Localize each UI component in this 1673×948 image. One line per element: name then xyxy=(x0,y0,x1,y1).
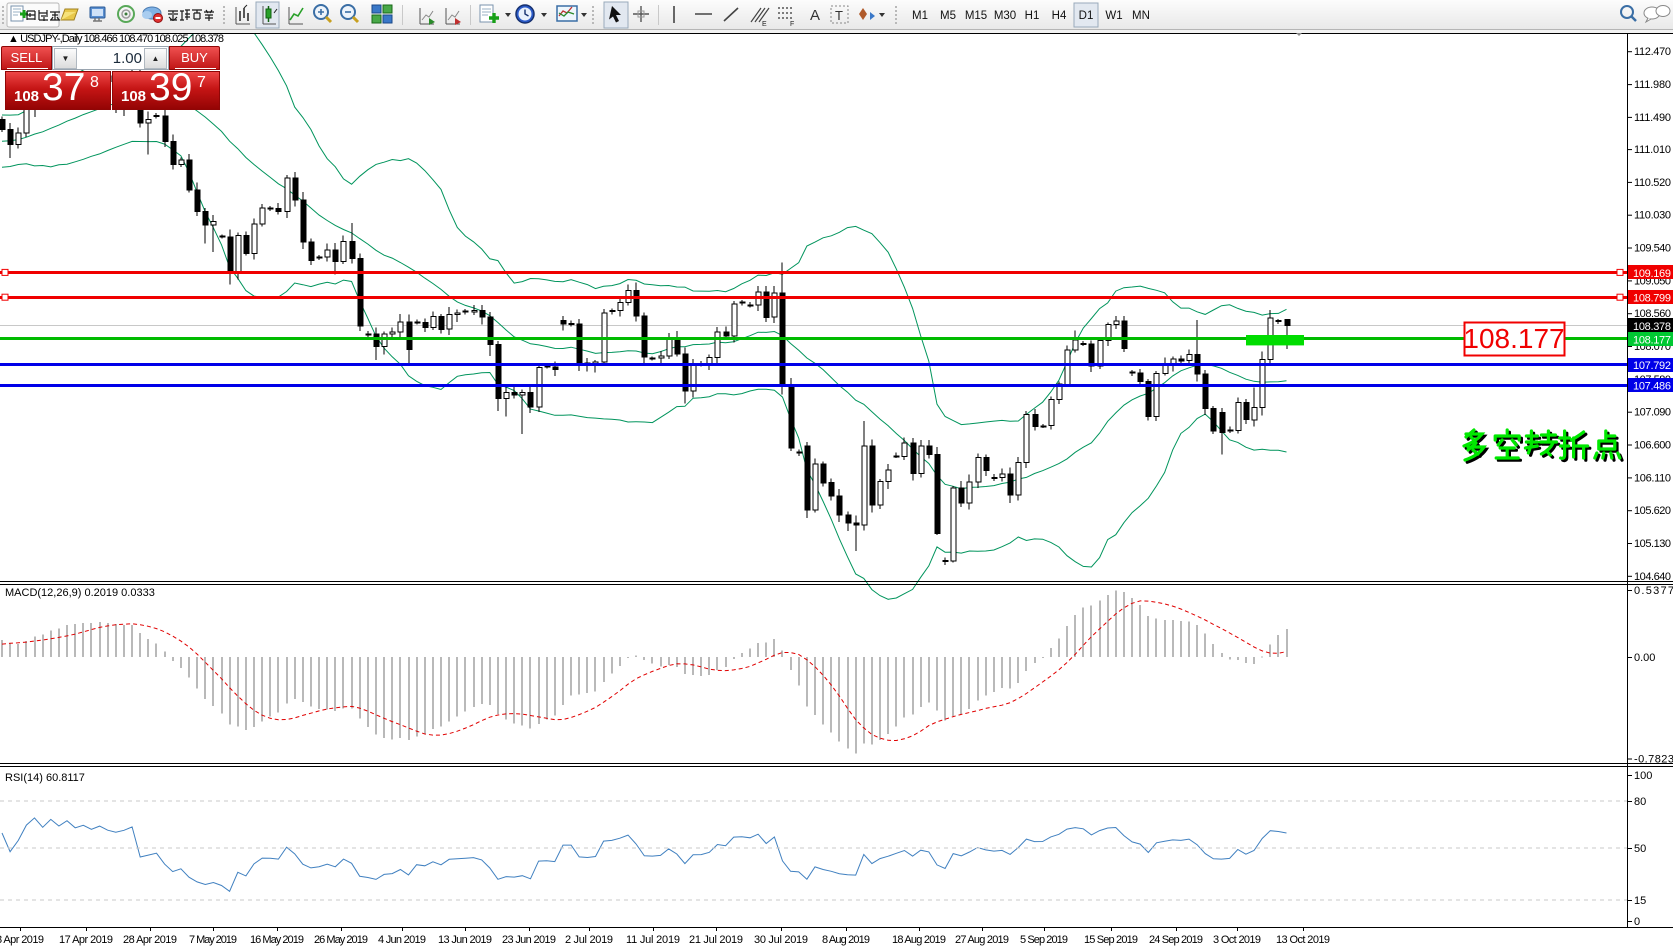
svg-text:11 Jul 2019: 11 Jul 2019 xyxy=(626,934,680,946)
svg-text:3 Oct 2019: 3 Oct 2019 xyxy=(1213,934,1261,946)
svg-text:13 Jun 2019: 13 Jun 2019 xyxy=(438,934,492,946)
svg-text:A: A xyxy=(810,7,820,24)
svg-text:50: 50 xyxy=(1634,843,1646,855)
svg-text:106.600: 106.600 xyxy=(1634,440,1671,452)
svg-text:RSI(14) 60.8117: RSI(14) 60.8117 xyxy=(5,772,85,784)
svg-text:108.799: 108.799 xyxy=(1633,293,1671,305)
svg-text:15: 15 xyxy=(1634,895,1646,907)
svg-text:M15: M15 xyxy=(965,10,987,22)
svg-text:107.090: 107.090 xyxy=(1634,407,1671,419)
svg-text:0.00: 0.00 xyxy=(1634,652,1655,664)
svg-text:D1: D1 xyxy=(1079,10,1094,22)
svg-text:17 Apr 2019: 17 Apr 2019 xyxy=(59,934,113,946)
svg-text:0.5377: 0.5377 xyxy=(1634,585,1673,597)
svg-text:H4: H4 xyxy=(1052,10,1067,22)
svg-text:28 Apr 2019: 28 Apr 2019 xyxy=(123,934,177,946)
svg-text:4 Jun 2019: 4 Jun 2019 xyxy=(378,934,426,946)
svg-text:F: F xyxy=(790,21,794,28)
svg-text:MACD(12,26,9) 0.2019 0.0333: MACD(12,26,9) 0.2019 0.0333 xyxy=(5,587,155,599)
svg-text:▲ USDJPY-,Daily 108.466 108.4: ▲ USDJPY-,Daily 108.466 108.470 108.025 … xyxy=(8,33,224,45)
svg-text:106.110: 106.110 xyxy=(1634,472,1671,484)
svg-text:105.130: 105.130 xyxy=(1634,538,1671,550)
svg-text:111.010: 111.010 xyxy=(1634,144,1671,156)
svg-text:109.540: 109.540 xyxy=(1634,243,1671,255)
svg-text:T: T xyxy=(835,8,843,23)
svg-text:0: 0 xyxy=(1634,916,1640,928)
svg-text:108.378: 108.378 xyxy=(1633,321,1671,333)
svg-text:108.177: 108.177 xyxy=(1633,334,1671,346)
svg-text:26 May 2019: 26 May 2019 xyxy=(314,934,368,946)
svg-text:H1: H1 xyxy=(1025,10,1040,22)
svg-text:8 Apr 2019: 8 Apr 2019 xyxy=(0,934,44,946)
svg-text:110.030: 110.030 xyxy=(1634,210,1671,222)
svg-text:-0.7823: -0.7823 xyxy=(1634,754,1673,766)
svg-text:MN: MN xyxy=(1132,10,1150,22)
svg-text:112.470: 112.470 xyxy=(1634,46,1671,58)
svg-text:8 Aug 2019: 8 Aug 2019 xyxy=(822,934,870,946)
svg-text:W1: W1 xyxy=(1105,10,1122,22)
svg-text:107.792: 107.792 xyxy=(1633,360,1671,372)
svg-text:108.560: 108.560 xyxy=(1634,308,1671,320)
svg-text:21 Jul 2019: 21 Jul 2019 xyxy=(689,934,743,946)
svg-text:24 Sep 2019: 24 Sep 2019 xyxy=(1149,934,1203,946)
svg-text:M30: M30 xyxy=(994,10,1016,22)
svg-text:M5: M5 xyxy=(940,10,956,22)
svg-text:16 May 2019: 16 May 2019 xyxy=(250,934,304,946)
svg-text:105.620: 105.620 xyxy=(1634,505,1671,517)
svg-text:109.169: 109.169 xyxy=(1633,268,1671,280)
svg-text:5 Sep 2019: 5 Sep 2019 xyxy=(1020,934,1068,946)
svg-text:104.640: 104.640 xyxy=(1634,571,1671,583)
svg-text:107.486: 107.486 xyxy=(1633,381,1671,393)
svg-text:111.490: 111.490 xyxy=(1634,112,1671,124)
svg-text:80: 80 xyxy=(1634,796,1646,808)
svg-text:23 Jun 2019: 23 Jun 2019 xyxy=(502,934,556,946)
svg-text:108.177: 108.177 xyxy=(1463,323,1564,354)
svg-text:27 Aug 2019: 27 Aug 2019 xyxy=(955,934,1009,946)
svg-text:7 May 2019: 7 May 2019 xyxy=(189,934,237,946)
svg-text:18 Aug 2019: 18 Aug 2019 xyxy=(892,934,946,946)
svg-text:111.980: 111.980 xyxy=(1634,79,1671,91)
svg-text:30 Jul 2019: 30 Jul 2019 xyxy=(754,934,808,946)
svg-text:110.520: 110.520 xyxy=(1634,177,1671,189)
svg-text:2 Jul 2019: 2 Jul 2019 xyxy=(565,934,613,946)
svg-text:M1: M1 xyxy=(912,10,928,22)
svg-text:100: 100 xyxy=(1634,770,1652,782)
svg-text:E: E xyxy=(762,21,767,28)
svg-text:13 Oct 2019: 13 Oct 2019 xyxy=(1276,934,1330,946)
svg-text:15 Sep 2019: 15 Sep 2019 xyxy=(1084,934,1138,946)
